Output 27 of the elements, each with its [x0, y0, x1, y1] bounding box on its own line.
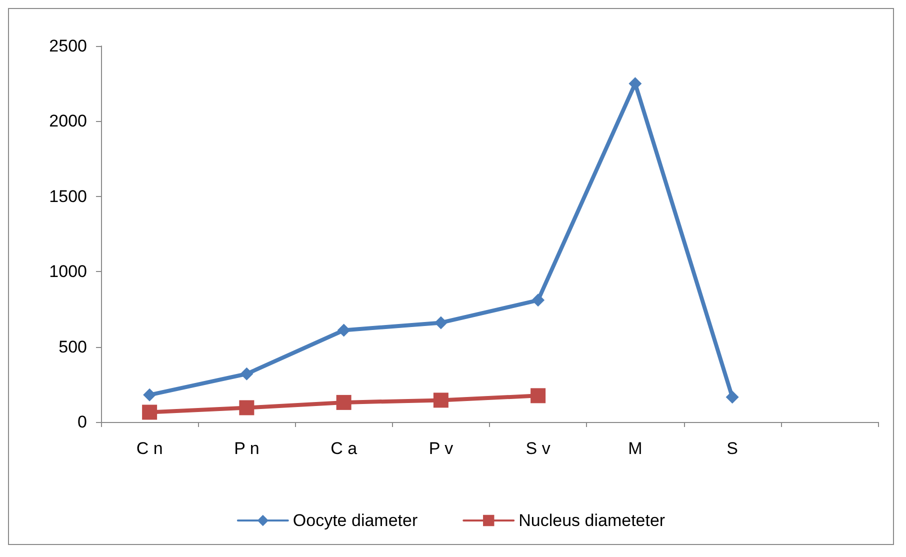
- x-tick-label: P n: [234, 439, 260, 458]
- point: [433, 392, 448, 408]
- y-tick-label: 0: [78, 412, 87, 432]
- point: [142, 404, 158, 420]
- x-tick-label: C n: [136, 439, 163, 458]
- y-tick-label: 500: [58, 337, 87, 356]
- y-tick-label: 1500: [49, 186, 87, 206]
- point: [628, 77, 642, 90]
- y-tick-label: 1000: [49, 262, 87, 282]
- point: [336, 394, 352, 410]
- point: [434, 316, 448, 330]
- legend-label: Nucleus diameteter: [518, 511, 666, 530]
- x-tick-label: S v: [526, 439, 551, 458]
- legend-label: Oocyte diameter: [292, 511, 418, 530]
- point: [240, 367, 254, 380]
- x-tick-label: M: [628, 439, 642, 458]
- y-tick-label: 2000: [49, 112, 87, 131]
- point: [726, 390, 739, 404]
- point: [143, 388, 156, 402]
- point: [530, 388, 546, 404]
- x-tick-label: S: [726, 439, 738, 458]
- point: [239, 400, 254, 416]
- point: [532, 294, 545, 307]
- x-tick-label: P v: [428, 439, 454, 458]
- y-tick-label: 2500: [49, 36, 87, 56]
- x-tick-label: C a: [330, 439, 358, 458]
- point: [337, 324, 350, 337]
